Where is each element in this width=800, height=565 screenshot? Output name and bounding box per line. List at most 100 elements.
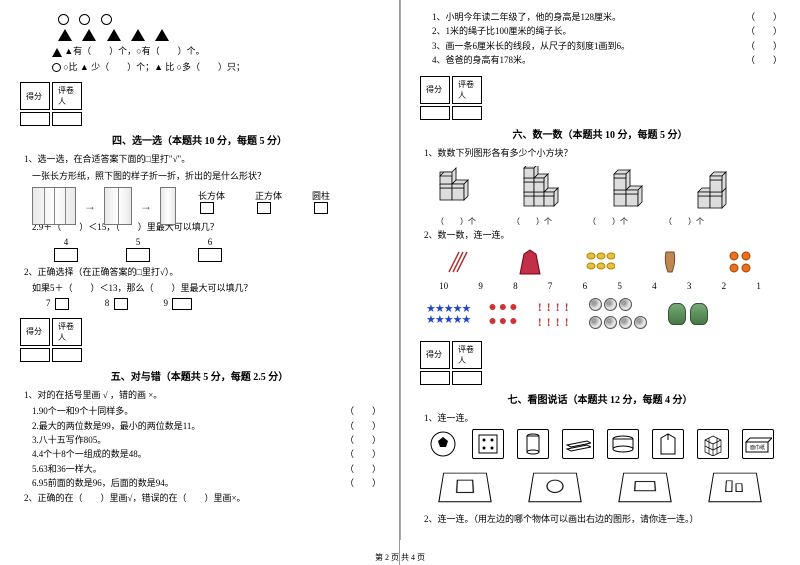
grader-label: 评卷人	[452, 341, 482, 369]
checkbox[interactable]	[126, 248, 150, 262]
cube-icon	[520, 166, 570, 212]
proj-rect	[618, 473, 671, 502]
checkbox[interactable]	[55, 298, 69, 310]
q5-1: 1、对的在括号里画 √ ，错的画 ×。	[24, 389, 381, 403]
num: 9	[478, 281, 483, 291]
score-cell	[420, 106, 450, 120]
score-label: 得分	[20, 82, 50, 110]
choice-cube: 正方体	[255, 189, 282, 214]
tf-text: 1.90个一和9个十同样多。	[32, 404, 341, 418]
cube-icon	[606, 166, 656, 212]
num: 10	[439, 281, 448, 291]
num-label: 6	[208, 237, 213, 247]
tf-item-4: 4.4个十8个一组成的数是48。（ ）	[32, 447, 381, 461]
q6-2: 2、数一数，连一连。	[424, 229, 782, 243]
tf-text: 2.最大的两位数是99，最小的两位数是11。	[32, 419, 341, 433]
circle-row	[58, 14, 381, 25]
paren: （ ）	[341, 419, 381, 433]
triangle-icon	[131, 29, 145, 41]
grader-cell	[452, 371, 482, 385]
checkbox[interactable]	[54, 248, 78, 262]
q7-1: 1、连一连。	[424, 412, 782, 426]
obj-pencils	[444, 247, 474, 277]
tf-text: 4、爸爸的身高有178米。	[432, 53, 742, 67]
triangle-icon	[155, 29, 169, 41]
choice-label: 圆柱	[312, 191, 330, 201]
cube-stack-4	[692, 166, 742, 214]
num-option-6: 6	[198, 237, 222, 262]
num: 8	[513, 281, 518, 291]
num: 1	[756, 281, 761, 291]
fill-num: 9	[164, 298, 169, 308]
can-icon	[517, 429, 549, 459]
stars-group: ★★★★★★★★★★	[426, 304, 470, 326]
fold-step-3	[160, 187, 176, 225]
proj-circle	[528, 473, 581, 502]
tf-text: 4.4个十8个一组成的数是48。	[32, 447, 341, 461]
choice-row: 长方体 正方体 圆柱	[198, 189, 381, 214]
top-tf-2: 2、1米的绳子比100厘米的绳子长。（ ）	[432, 24, 782, 38]
arrow-icon: →	[84, 199, 96, 214]
num: 6	[583, 281, 588, 291]
count-label: （ ）个	[512, 216, 552, 227]
q4-1b: 2.9＋（ ）＜15，（ ）里最大可以填几？	[32, 220, 381, 234]
tf-text: 2、1米的绳子比100厘米的绳子长。	[432, 24, 742, 38]
grader-cell	[52, 348, 82, 362]
choice-cuboid: 长方体	[198, 189, 225, 214]
score-table: 得分评卷人	[418, 339, 782, 387]
text: ▲有（ ）个，○有（ ）个。	[64, 46, 204, 56]
choice-label: 长方体	[198, 191, 225, 201]
fill-8: 8	[105, 298, 130, 310]
dots-group: ●●●●●●	[488, 301, 519, 329]
fold-step-1	[32, 187, 76, 225]
fill-9: 9	[164, 298, 195, 310]
proj-cylinder-set	[708, 473, 761, 502]
checkbox[interactable]	[198, 248, 222, 262]
top-tf-3: 3、画一条6厘米长的线段，从尺子的刻度1画到6。（ ）	[432, 39, 782, 53]
paren: （ ）	[742, 24, 782, 38]
circle-icon	[101, 14, 112, 25]
tf-item-2: 2.最大的两位数是99，最小的两位数是11。（ ）	[32, 419, 381, 433]
checkbox[interactable]	[257, 202, 271, 214]
soccer-ball-icon	[427, 429, 459, 459]
obj-vase	[655, 247, 685, 277]
milk-box-icon	[652, 429, 684, 459]
q7-2: 2、连一连。（用左边的哪个物体可以画出右边的图形，请你连一连。）	[424, 513, 782, 527]
score-cell	[20, 112, 50, 126]
choice-label: 正方体	[255, 191, 282, 201]
grader-cell	[452, 106, 482, 120]
tf-text: 1、小明今年读二年级了，他的身高是128厘米。	[432, 10, 742, 24]
fill-7: 7	[46, 298, 71, 310]
tf-item-6: 6.95前面的数是96，后面的数是94。（ ）	[32, 476, 381, 490]
count-label: （ ）个	[664, 216, 704, 227]
triangle-icon	[107, 29, 121, 41]
section-6-title: 六、数一数（本题共 10 分，每题 5 分）	[418, 126, 782, 141]
dice-icon	[472, 429, 504, 459]
paren: （ ）	[341, 447, 381, 461]
paren: （ ）	[742, 10, 782, 24]
cube-icon	[434, 166, 484, 212]
paren: （ ）	[742, 53, 782, 67]
fill-num: 8	[105, 298, 110, 308]
paren: （ ）	[341, 476, 381, 490]
match-top-row: 面巾纸	[420, 429, 780, 459]
section-7-title: 七、看图说话（本题共 12 分，每题 4 分）	[418, 391, 782, 406]
checkbox[interactable]	[172, 298, 192, 310]
checkbox[interactable]	[200, 202, 214, 214]
checkbox[interactable]	[114, 298, 128, 310]
q4-1-sub: 一张长方形纸，照下图的样子折一折，折出的是什么形状？	[32, 169, 381, 183]
choice-cylinder: 圆柱	[312, 189, 330, 214]
obj-dress	[515, 247, 545, 277]
q5-2: 2、正确的在（ ）里画√，错误的在（ ）里画×。	[24, 492, 381, 506]
num: 7	[548, 281, 553, 291]
score-cell	[420, 371, 450, 385]
grader-label: 评卷人	[52, 82, 82, 110]
left-column: ▲有（ ）个，○有（ ）个。 ○比 ▲ 少（ ）个；▲ 比 ○多（ ）只； 得分…	[0, 0, 400, 565]
section-5-title: 五、对与错（本题共 5 分，每题 2.5 分）	[18, 368, 381, 383]
object-row	[424, 247, 776, 277]
checkbox[interactable]	[314, 202, 328, 214]
triangle-icon	[82, 29, 96, 41]
cube-stack-2	[520, 166, 570, 214]
tf-text: 3.八十五写作805。	[32, 433, 341, 447]
shape-count-line2: ○比 ▲ 少（ ）个；▲ 比 ○多（ ）只；	[52, 61, 381, 75]
